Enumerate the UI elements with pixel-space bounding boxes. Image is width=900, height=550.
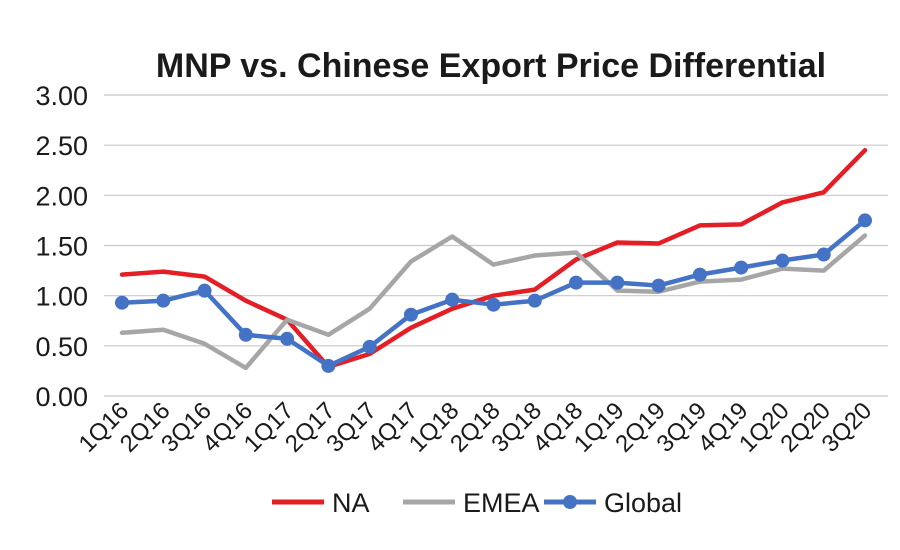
y-axis-ticks: 0.00 0.50 1.00 1.50 2.00 2.50 3.00	[35, 81, 88, 412]
gridlines	[104, 94, 888, 397]
data-point-global	[692, 267, 707, 282]
data-point-global	[816, 247, 831, 262]
data-point-global	[445, 292, 460, 307]
data-point-global	[775, 253, 790, 268]
series-line-na	[119, 147, 868, 370]
y-tick-label: 1.50	[35, 232, 88, 262]
y-tick-label: 0.50	[35, 332, 88, 362]
y-tick-label: 1.00	[35, 282, 88, 312]
legend-marker-global	[563, 495, 577, 509]
data-point-global	[486, 297, 501, 312]
y-tick-label: 2.50	[35, 131, 88, 161]
data-point-global	[115, 295, 129, 310]
x-axis-ticks: 1Q162Q163Q164Q161Q172Q173Q174Q171Q182Q18…	[74, 397, 878, 458]
data-point-global	[610, 275, 625, 290]
data-point-global	[858, 213, 872, 228]
y-tick-label: 2.00	[35, 181, 88, 211]
series-line-emea	[119, 233, 868, 371]
legend-label-global: Global	[604, 488, 682, 518]
legend-label-emea: EMEA	[463, 488, 540, 518]
data-point-global	[362, 339, 377, 354]
data-point-global	[403, 307, 418, 322]
data-point-global	[197, 283, 212, 298]
data-point-global	[569, 275, 584, 290]
legend: NA EMEA Global	[272, 488, 682, 518]
y-tick-label: 3.00	[35, 81, 88, 111]
data-point-global	[734, 260, 749, 275]
data-point-global	[238, 327, 253, 342]
data-point-global	[321, 358, 336, 373]
legend-label-na: NA	[332, 488, 370, 518]
data-point-global	[651, 278, 666, 293]
series-lines	[115, 147, 872, 373]
data-point-global	[280, 331, 295, 346]
data-point-global	[156, 293, 171, 308]
data-point-global	[527, 293, 542, 308]
chart-title: MNP vs. Chinese Export Price Differentia…	[156, 47, 826, 85]
y-tick-label: 0.00	[35, 382, 88, 412]
